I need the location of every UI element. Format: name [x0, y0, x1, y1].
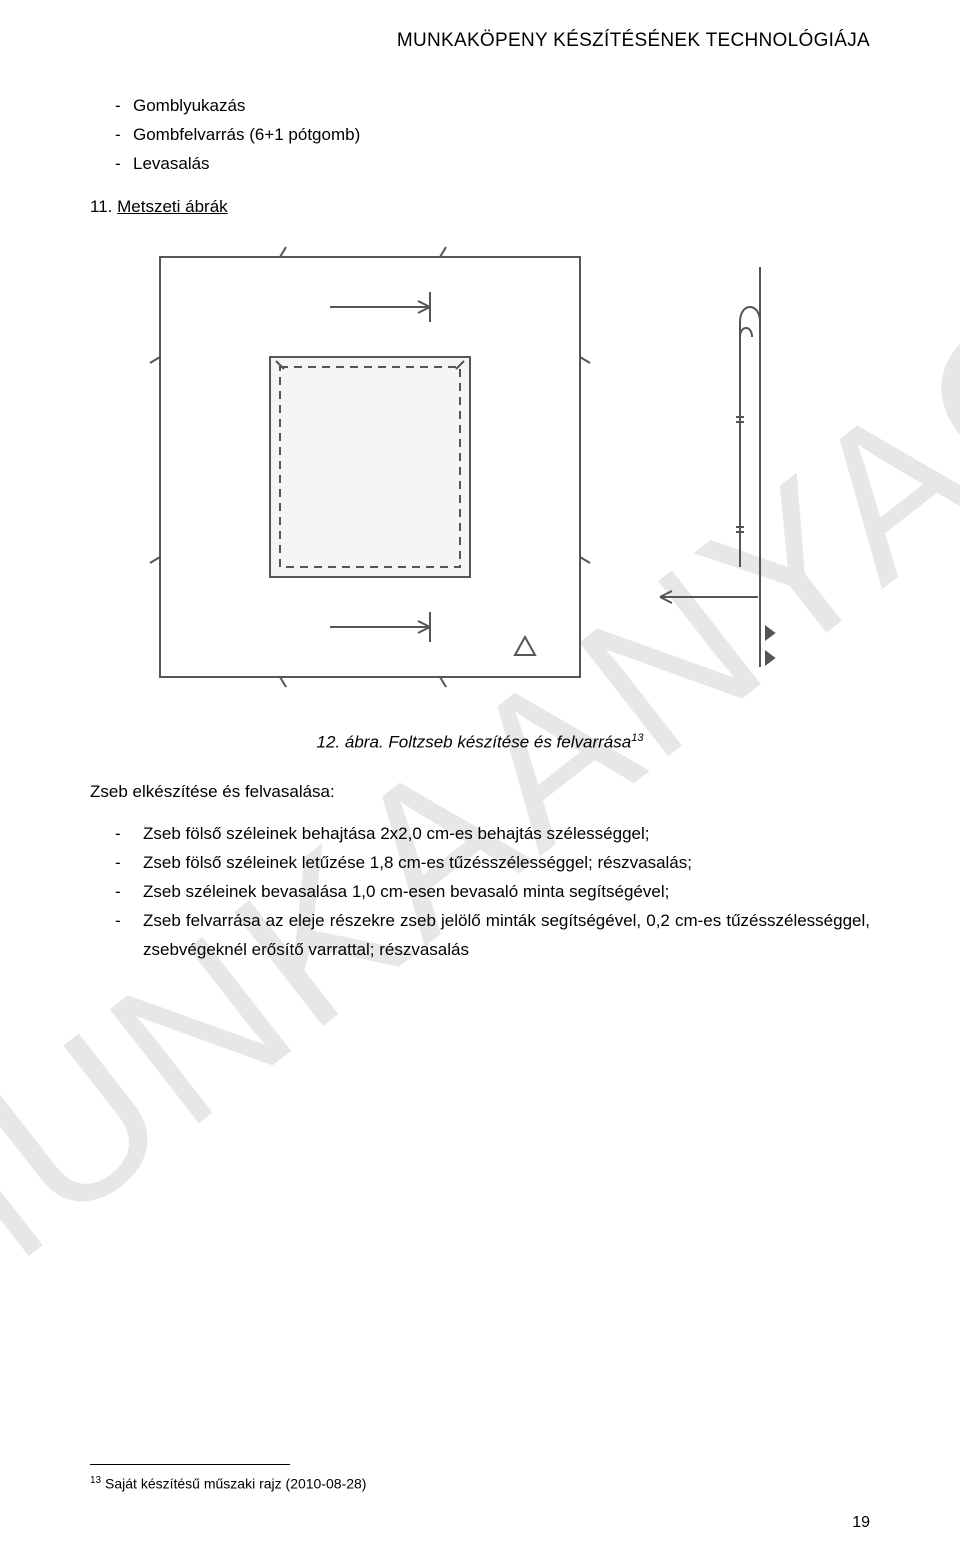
page-header: MUNKAKÖPENY KÉSZÍTÉSÉNEK TECHNOLÓGIÁJA — [90, 30, 870, 52]
footnote-text: Saját készítésű műszaki rajz (2010-08-28… — [105, 1476, 366, 1492]
footnote-ref: 13 — [90, 1475, 101, 1486]
list-item-text: Zseb fölső széleinek behajtása 2x2,0 cm-… — [143, 820, 870, 849]
section-title: Metszeti ábrák — [117, 197, 228, 216]
list-item: - Zseb fölső széleinek behajtása 2x2,0 c… — [115, 820, 870, 849]
list-item-text: Gombfelvarrás (6+1 pótgomb) — [133, 125, 360, 144]
list-item: - Zseb fölső széleinek letűzése 1,8 cm-e… — [115, 849, 870, 878]
section-heading: 11. Metszeti ábrák — [90, 197, 870, 217]
caption-ref: 13 — [631, 732, 643, 744]
list-item: -Gombfelvarrás (6+1 pótgomb) — [115, 121, 870, 150]
section-number: 11. — [90, 197, 112, 216]
list-item-text: Gomblyukazás — [133, 96, 245, 115]
footnote: 13 Saját készítésű műszaki rajz (2010-08… — [90, 1475, 870, 1492]
list-item-text: Zseb felvarrása az eleje részekre zseb j… — [143, 907, 870, 965]
list-item-text: Zseb széleinek bevasalása 1,0 cm-esen be… — [143, 878, 870, 907]
list-item: -Levasalás — [115, 150, 870, 179]
body-bullet-list: - Zseb fölső széleinek behajtása 2x2,0 c… — [115, 820, 870, 964]
caption-prefix: 12. ábra. — [317, 732, 384, 751]
caption-text: Foltzseb készítése és felvarrása — [388, 732, 631, 751]
footnote-rule — [90, 1464, 290, 1465]
technical-drawing — [130, 237, 870, 702]
list-item: - Zseb felvarrása az eleje részekre zseb… — [115, 907, 870, 965]
list-item: - Zseb széleinek bevasalása 1,0 cm-esen … — [115, 878, 870, 907]
list-item-text: Zseb fölső széleinek letűzése 1,8 cm-es … — [143, 849, 870, 878]
footnote-block: 13 Saját készítésű műszaki rajz (2010-08… — [90, 1464, 870, 1492]
list-item: -Gomblyukazás — [115, 92, 870, 121]
top-bullet-list: -Gomblyukazás -Gombfelvarrás (6+1 pótgom… — [115, 92, 870, 179]
subheading: Zseb elkészítése és felvasalása: — [90, 782, 870, 802]
list-item-text: Levasalás — [133, 154, 210, 173]
figure-caption: 12. ábra. Foltzseb készítése és felvarrá… — [90, 732, 870, 753]
page-number: 19 — [852, 1514, 870, 1532]
